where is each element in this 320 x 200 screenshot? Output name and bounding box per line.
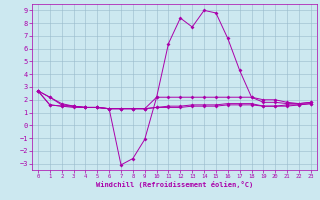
X-axis label: Windchill (Refroidissement éolien,°C): Windchill (Refroidissement éolien,°C) <box>96 181 253 188</box>
